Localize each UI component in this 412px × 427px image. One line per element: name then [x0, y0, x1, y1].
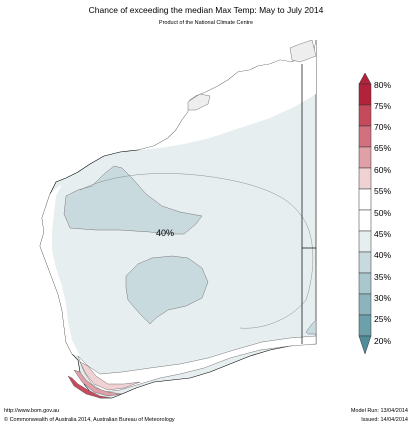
south-band-75	[67, 375, 113, 399]
legend-label: 20%	[374, 336, 392, 346]
legend-label: 55%	[374, 186, 392, 196]
contour-line	[79, 173, 314, 329]
legend-label: 45%	[374, 229, 392, 239]
south-band-65	[73, 369, 123, 397]
footer-model-run: Model Run: 13/04/2014	[350, 408, 408, 414]
legend-label: 60%	[374, 165, 392, 175]
south-band-55	[77, 335, 317, 393]
legend-label: 50%	[374, 208, 392, 218]
north-grey-patch	[289, 39, 317, 63]
legend-label: 75%	[374, 101, 392, 111]
legend-label: 30%	[374, 293, 392, 303]
footer-issued: Issued: 14/04/2014	[361, 417, 408, 423]
legend-label: 35%	[374, 272, 392, 282]
legend-label: 25%	[374, 314, 392, 324]
map-title: Chance of exceeding the median Max Temp:…	[88, 5, 324, 15]
footer-copyright: © Commonwealth of Australia 2014, Austra…	[4, 417, 175, 423]
upper-40-region	[63, 165, 203, 235]
legend-label: 70%	[374, 122, 392, 132]
west-coast-band	[40, 184, 80, 356]
east-edge-40-region	[305, 319, 317, 335]
footer-url[interactable]: http://www.bom.gov.au	[4, 408, 60, 414]
south-band-60	[79, 361, 141, 391]
kimberley-grey-patch	[187, 93, 211, 111]
legend-label: 40%	[374, 250, 392, 260]
legend-label: 80%	[374, 80, 392, 90]
legend-bottom-arrow	[358, 335, 372, 355]
legend-top-arrow	[358, 72, 372, 85]
lower-40-region	[125, 255, 209, 325]
legend-colorbar	[358, 72, 372, 355]
map-annotation-40: 40%	[156, 228, 175, 238]
legend-label: 65%	[374, 143, 392, 153]
north-neutral-region	[138, 40, 316, 150]
map-subtitle: Product of the National Climate Centre	[158, 20, 254, 26]
